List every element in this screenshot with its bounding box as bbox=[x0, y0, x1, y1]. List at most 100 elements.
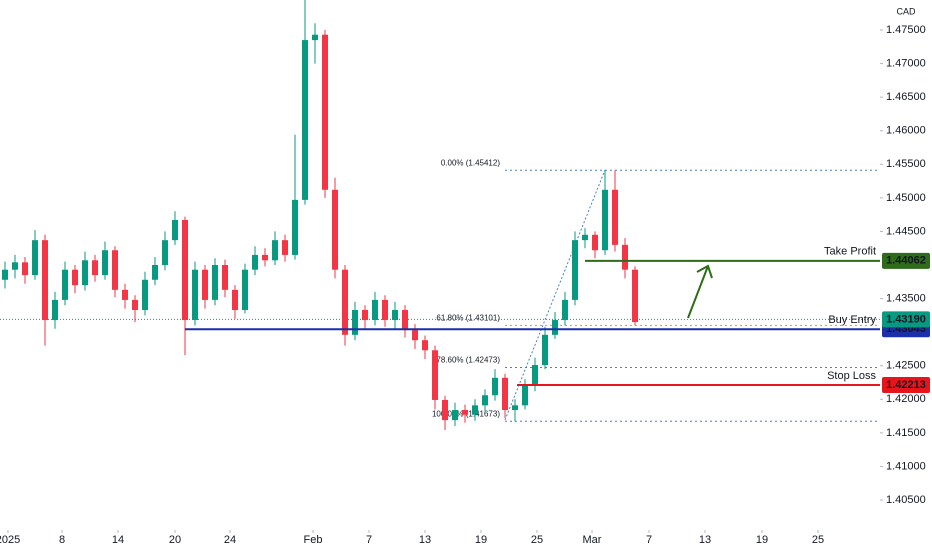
candle-body bbox=[62, 269, 68, 300]
y-tick-label: 1.40500 bbox=[886, 494, 926, 506]
level-name: Buy Entry bbox=[828, 314, 876, 326]
y-tick-label: 1.42500 bbox=[886, 360, 926, 372]
candle-body bbox=[572, 240, 578, 300]
candle-body bbox=[212, 265, 218, 300]
x-tick-label: 2025 bbox=[0, 534, 20, 546]
price-tag-label: 1.43190 bbox=[886, 313, 926, 325]
y-tick-label: 1.46500 bbox=[886, 91, 926, 103]
candle-body bbox=[292, 199, 298, 255]
candle-body bbox=[242, 269, 248, 310]
candle-body bbox=[512, 405, 518, 411]
y-tick-label: 1.47500 bbox=[886, 24, 926, 36]
x-tick-label: 8 bbox=[59, 534, 65, 546]
candle-body bbox=[362, 309, 368, 321]
candle-body bbox=[462, 410, 468, 415]
candle-body bbox=[2, 269, 8, 280]
candle-body bbox=[392, 309, 398, 321]
price-tag-label: 1.42213 bbox=[886, 379, 926, 391]
candle-body bbox=[102, 250, 108, 276]
candle-body bbox=[402, 309, 408, 331]
y-tick-label: 1.43500 bbox=[886, 292, 926, 304]
candle-body bbox=[322, 34, 328, 190]
candle-body bbox=[42, 240, 48, 321]
candle-body bbox=[112, 250, 118, 290]
candle-body bbox=[162, 240, 168, 265]
candle-body bbox=[122, 289, 128, 300]
level-name: Stop Loss bbox=[827, 370, 876, 382]
x-tick-label: 13 bbox=[419, 534, 431, 546]
x-tick-label: 20 bbox=[169, 534, 181, 546]
candle-body bbox=[612, 189, 618, 245]
x-tick-label: Mar bbox=[583, 534, 602, 546]
y-tick-label: 1.44500 bbox=[886, 225, 926, 237]
candle-body bbox=[72, 269, 78, 286]
candle-body bbox=[542, 334, 548, 366]
candle-body bbox=[12, 262, 18, 270]
y-tick-label: 1.41500 bbox=[886, 427, 926, 439]
candle-body bbox=[342, 269, 348, 335]
x-tick-label: 7 bbox=[646, 534, 652, 546]
fib-trend-line bbox=[504, 169, 606, 421]
y-tick-label: 1.46000 bbox=[886, 125, 926, 137]
y-tick-label: 1.41000 bbox=[886, 460, 926, 472]
y-tick-label: 1.47000 bbox=[886, 57, 926, 69]
candle-body bbox=[372, 299, 378, 321]
candle-body bbox=[252, 254, 258, 270]
price-tag bbox=[882, 376, 930, 393]
candle-body bbox=[382, 299, 388, 321]
candle-body bbox=[602, 189, 608, 251]
x-tick-label: 14 bbox=[112, 534, 124, 546]
candle-body bbox=[442, 399, 448, 421]
candle-body bbox=[52, 299, 58, 321]
candle-body bbox=[302, 40, 308, 200]
x-tick-label: 13 bbox=[699, 534, 711, 546]
x-tick-label: Feb bbox=[304, 534, 323, 546]
candle-body bbox=[232, 289, 238, 310]
level-name: Take Profit bbox=[824, 246, 876, 258]
candle-body bbox=[582, 234, 588, 241]
candle-body bbox=[352, 309, 358, 335]
price-tag bbox=[882, 311, 930, 328]
price-tag bbox=[882, 252, 930, 269]
y-tick-label: 1.42000 bbox=[886, 393, 926, 405]
candle-body bbox=[132, 299, 138, 310]
candle-body bbox=[522, 385, 528, 406]
arrow-head bbox=[696, 264, 713, 279]
candle-body bbox=[422, 340, 428, 351]
candle-body bbox=[272, 240, 278, 261]
y-tick-label: 1.45500 bbox=[886, 158, 926, 170]
candle-body bbox=[622, 244, 628, 270]
candle-body bbox=[632, 269, 638, 323]
candle-body bbox=[562, 299, 568, 321]
x-tick-label: 7 bbox=[366, 534, 372, 546]
candle-body bbox=[152, 265, 158, 280]
x-tick-label: 25 bbox=[531, 534, 543, 546]
candle-body bbox=[92, 260, 98, 276]
fib-label: 78.60% (1.42473) bbox=[436, 356, 500, 365]
candle-body bbox=[492, 377, 498, 396]
currency-label: CAD bbox=[896, 6, 916, 16]
x-tick-label: 19 bbox=[756, 534, 768, 546]
candle-body bbox=[592, 234, 598, 251]
candle-body bbox=[22, 262, 28, 276]
fib-label: 0.00% (1.45412) bbox=[441, 158, 500, 167]
candle-body bbox=[482, 395, 488, 406]
candle-body bbox=[552, 320, 558, 335]
candle-body bbox=[82, 260, 88, 286]
x-tick-label: 19 bbox=[475, 534, 487, 546]
candle-body bbox=[32, 240, 38, 276]
candle-body bbox=[412, 330, 418, 341]
candle-body bbox=[202, 269, 208, 300]
arrow-shaft bbox=[687, 265, 709, 319]
candle-body bbox=[332, 189, 338, 270]
candle-body bbox=[472, 405, 478, 415]
candle-body bbox=[532, 365, 538, 386]
arrow bbox=[687, 264, 713, 319]
candle-body bbox=[262, 254, 268, 261]
candle-body bbox=[282, 240, 288, 255]
fib-label: 61.80% (1.43101) bbox=[436, 313, 500, 322]
price-tag-label: 1.44062 bbox=[886, 255, 926, 267]
candle-body bbox=[142, 279, 148, 310]
